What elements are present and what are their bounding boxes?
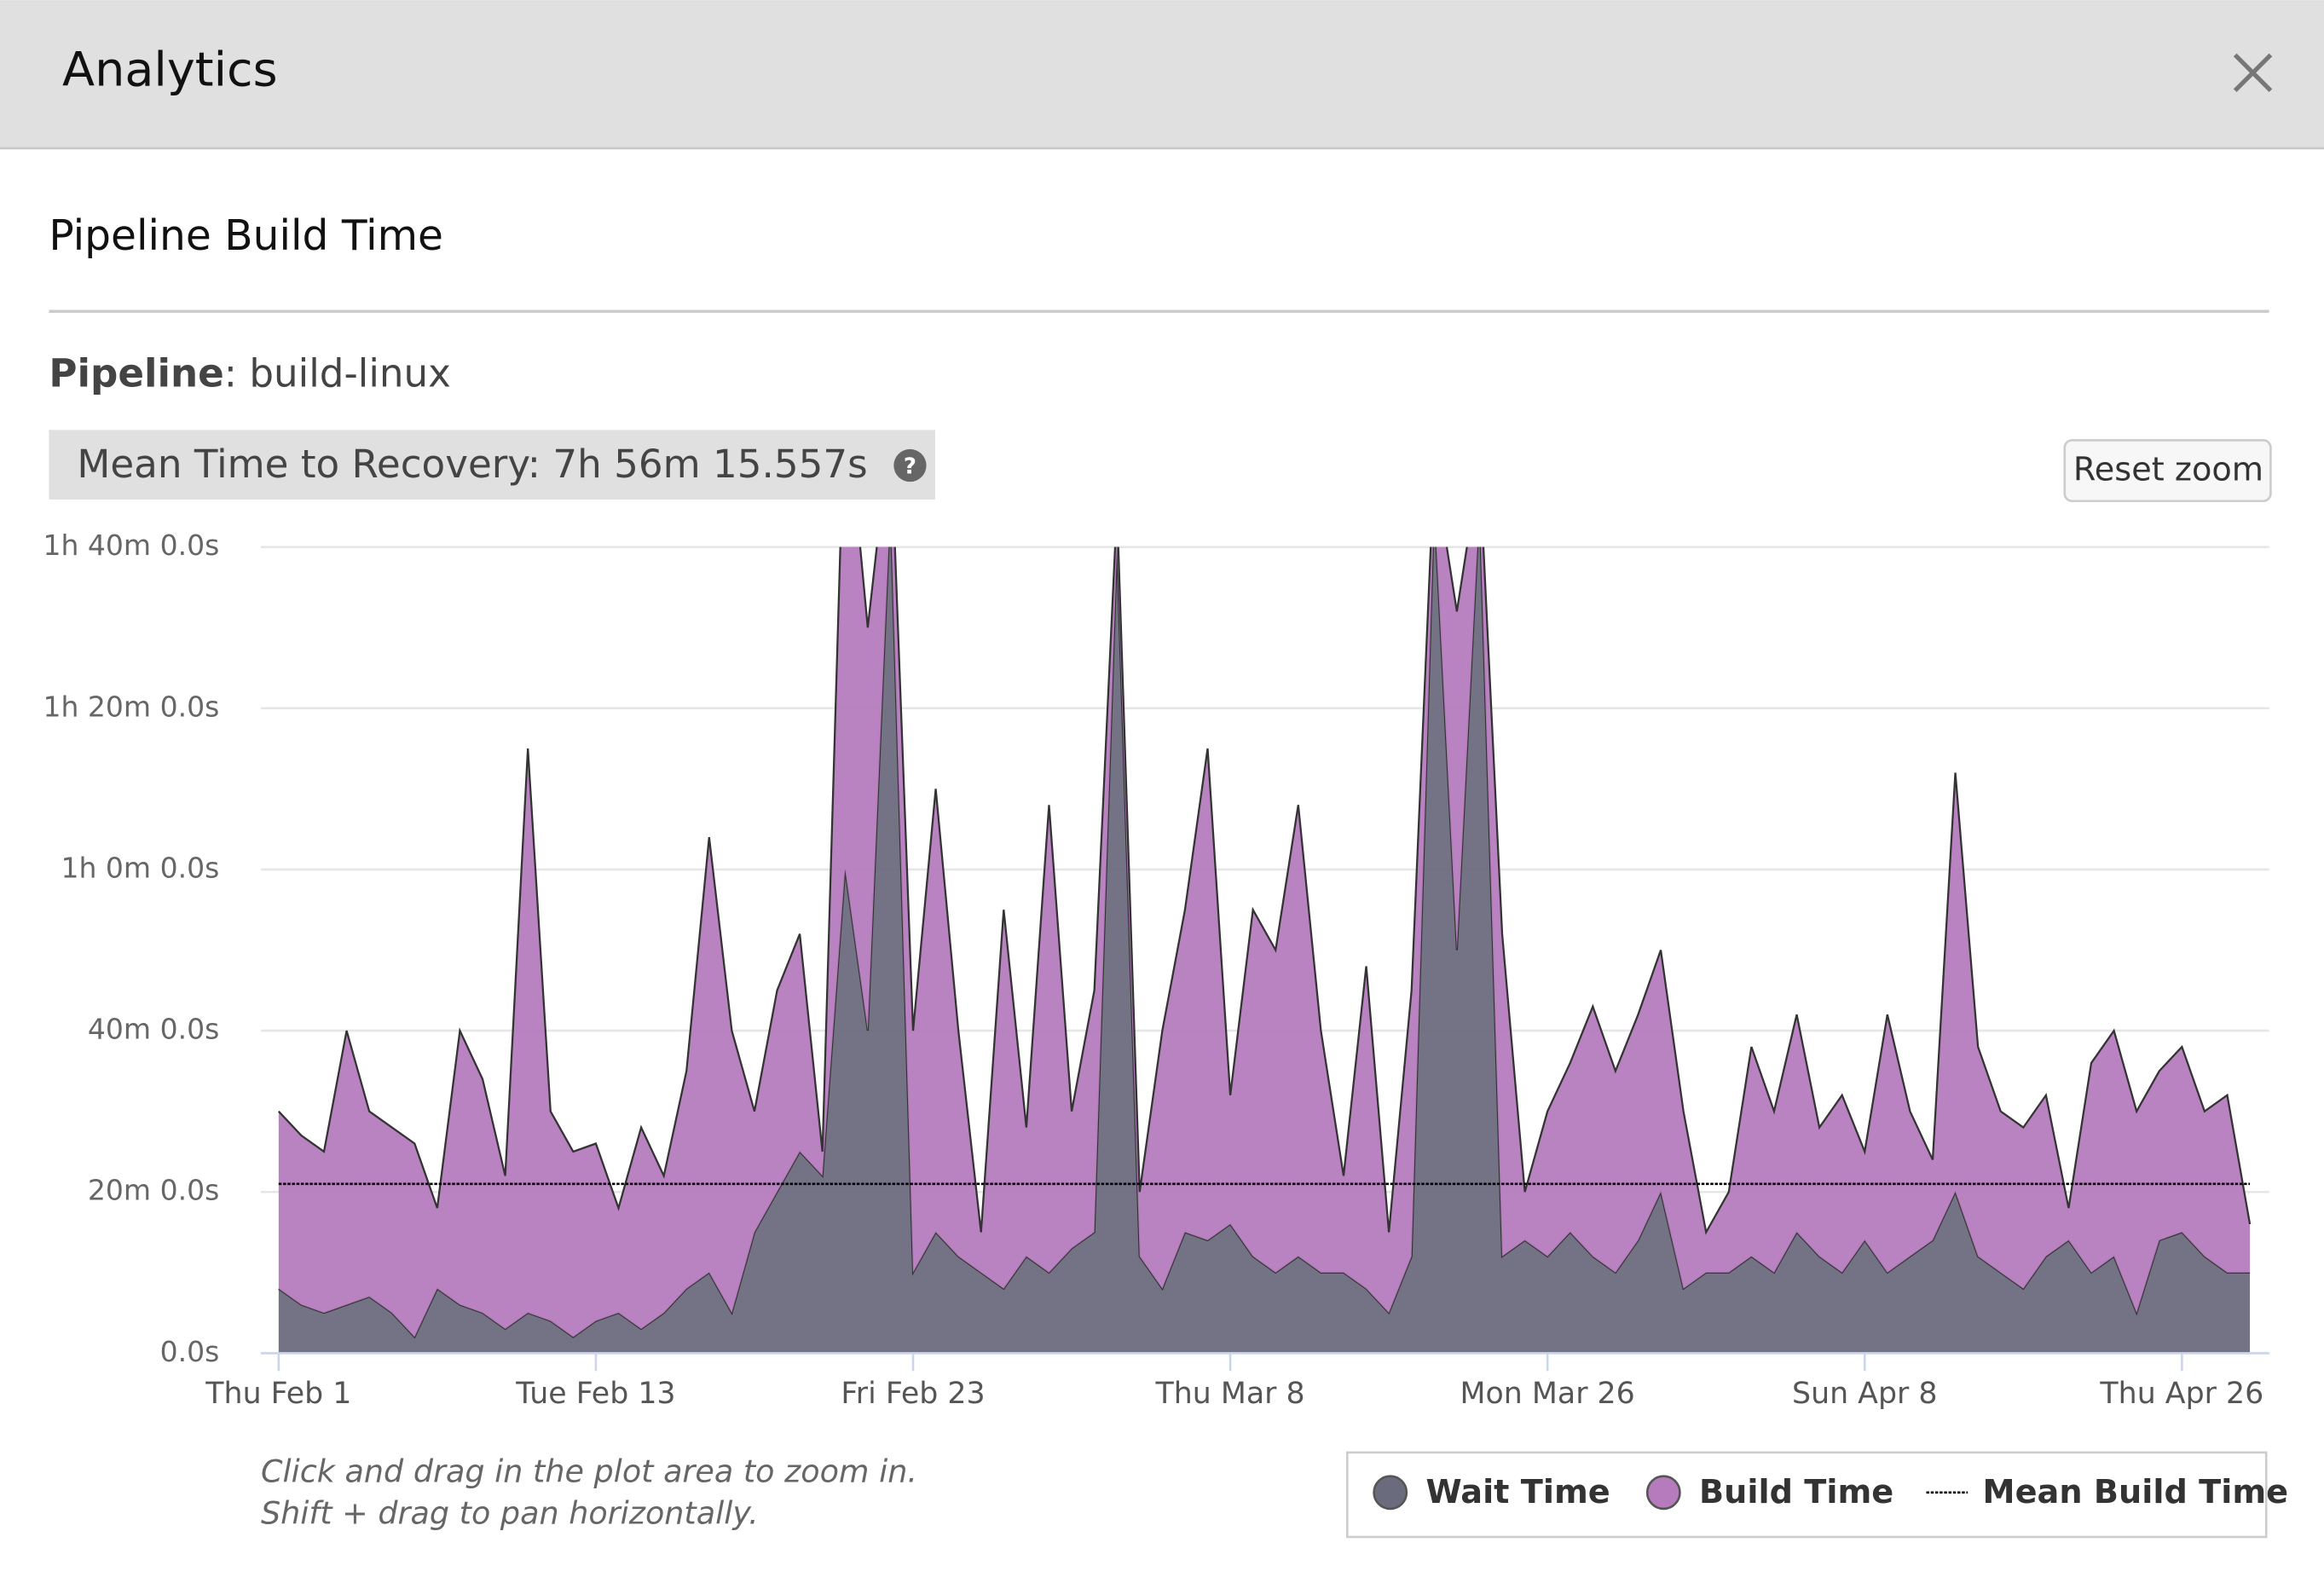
y-tick-label: 1h 0m 0.0s xyxy=(61,851,220,884)
area-fill xyxy=(278,546,2251,1337)
svg-text:?: ? xyxy=(904,454,916,479)
reset-zoom-label: Reset zoom xyxy=(2073,451,2263,488)
help-icon[interactable]: ? xyxy=(893,448,927,482)
close-button[interactable] xyxy=(2233,53,2273,93)
reset-zoom-button[interactable] xyxy=(2063,439,2272,503)
x-tick-label: Thu Apr 26 xyxy=(2099,1377,2263,1411)
pipeline-info: Pipeline: build-linux xyxy=(49,351,451,396)
hint-line: Click and drag in the plot area to zoom … xyxy=(261,1453,917,1490)
x-tick-label: Fri Feb 23 xyxy=(841,1377,985,1411)
legend-marker xyxy=(1373,1475,1408,1511)
legend: Wait Time Build Time Mean Build Time xyxy=(1373,1474,2289,1511)
y-tick-label: 1h 20m 0.0s xyxy=(43,690,219,723)
y-tick-label: 0.0s xyxy=(160,1335,220,1368)
x-tick-label: Sun Apr 8 xyxy=(1792,1377,1938,1411)
area-line xyxy=(278,546,2252,1235)
legend-box xyxy=(1346,1451,2268,1539)
hint-line: Shift + drag to pan horizontally. xyxy=(261,1494,759,1531)
dialog-title: Analytics xyxy=(62,42,278,97)
legend-label[interactable]: Build Time xyxy=(1699,1474,1893,1511)
mttr-text: Mean Time to Recovery: 7h 56m 15.557s xyxy=(77,442,867,487)
mttr-box xyxy=(49,430,936,500)
y-tick-label: 1h 40m 0.0s xyxy=(43,529,219,562)
header-bar xyxy=(0,0,2324,148)
y-tick-label: 40m 0.0s xyxy=(88,1013,219,1046)
plot-area xyxy=(278,546,2252,1354)
x-tick-label: Thu Mar 8 xyxy=(1155,1377,1305,1411)
section-title: Pipeline Build Time xyxy=(49,212,443,260)
axes: 0.0s 20m 0.0s 40m 0.0s 1h 0m 0.0s 1h 20m 0.0… xyxy=(43,529,2269,1411)
pipeline-value: : build-linux xyxy=(224,351,451,396)
x-tick-label: Thu Feb 1 xyxy=(205,1377,351,1411)
legend-label[interactable]: Wait Time xyxy=(1425,1474,1610,1511)
legend-label[interactable]: Mean Build Time xyxy=(1983,1474,2289,1511)
legend-marker xyxy=(1645,1475,1681,1511)
x-tick-label: Mon Mar 26 xyxy=(1460,1377,1635,1411)
area-fill xyxy=(278,546,2251,1354)
pipeline-label: Pipeline xyxy=(49,351,223,396)
y-tick-label: 20m 0.0s xyxy=(88,1174,219,1207)
x-tick-label: Tue Feb 13 xyxy=(515,1377,675,1411)
